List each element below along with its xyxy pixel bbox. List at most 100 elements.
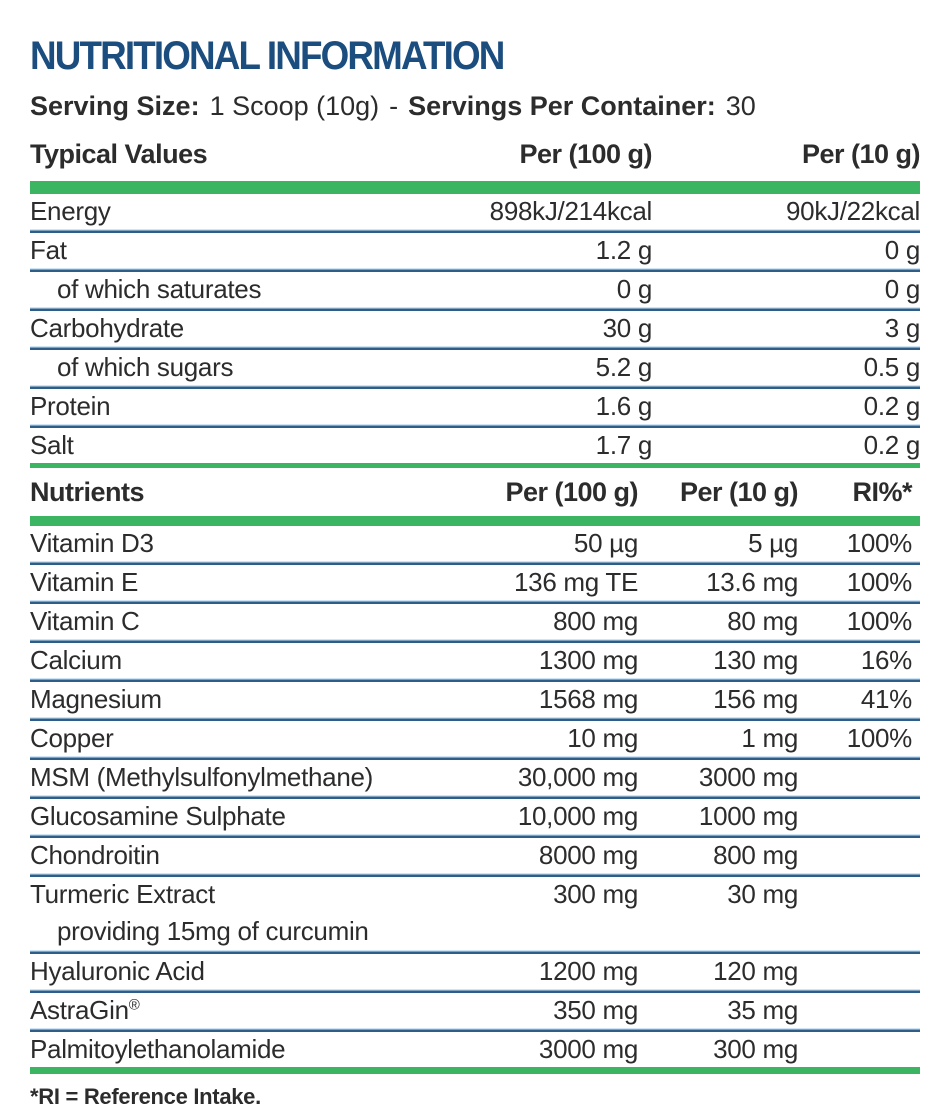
row-divider bbox=[30, 639, 920, 643]
row-divider bbox=[30, 346, 920, 350]
row-per100: 800 mg bbox=[553, 606, 638, 636]
row-per10: 130 mg bbox=[713, 645, 798, 675]
table-row-magnesium: Magnesium 1568 mg 156 mg 41% bbox=[30, 682, 920, 717]
table-row-astragin: AstraGin® 350 mg 35 mg bbox=[30, 993, 920, 1028]
row-divider bbox=[30, 795, 920, 799]
table-row-energy: Energy 898kJ/214kcal 90kJ/22kcal bbox=[30, 194, 920, 229]
row-per100: 10 mg bbox=[567, 723, 638, 753]
row-label: AstraGin® bbox=[30, 995, 140, 1025]
row-divider bbox=[30, 873, 920, 877]
row-per100: 1.7 g bbox=[595, 430, 653, 460]
row-ri: 100% bbox=[846, 528, 913, 558]
row-per10: 3 g bbox=[884, 313, 921, 343]
row-divider bbox=[30, 717, 920, 721]
row-label: Salt bbox=[30, 430, 74, 460]
row-divider bbox=[30, 424, 920, 428]
row-label: Glucosamine Sulphate bbox=[30, 801, 286, 831]
row-per100: 50 µg bbox=[573, 528, 638, 558]
row-label: Carbohydrate bbox=[30, 313, 184, 343]
table-row-salt: Salt 1.7 g 0.2 g bbox=[30, 428, 920, 463]
green-divider-bar bbox=[30, 516, 920, 526]
row-label: Copper bbox=[30, 723, 114, 753]
row-per100: 1568 mg bbox=[538, 684, 638, 714]
typical-values-header-row: Typical Values Per (100 g) Per (10 g) bbox=[30, 137, 921, 171]
nutrients-header-row: Nutrients Per (100 g) Per (10 g) RI%* bbox=[30, 468, 920, 516]
row-divider bbox=[30, 1028, 920, 1032]
per-10g-header: Per (10 g) bbox=[679, 476, 799, 507]
table-subrow-curcumin: providing 15mg of curcumin bbox=[30, 912, 920, 950]
row-per100: 136 mg TE bbox=[514, 567, 638, 597]
row-per100: 350 mg bbox=[553, 995, 638, 1025]
row-ri: 16% bbox=[860, 645, 912, 675]
row-label: Magnesium bbox=[30, 684, 162, 714]
row-per10: 80 mg bbox=[727, 606, 798, 636]
row-label: Palmitoylethanolamide bbox=[30, 1034, 286, 1064]
row-per100: 10,000 mg bbox=[517, 801, 638, 831]
row-label: Turmeric Extract bbox=[30, 879, 215, 909]
row-per10: 1000 mg bbox=[698, 801, 798, 831]
row-per10: 3000 mg bbox=[698, 762, 798, 792]
row-per100: 300 mg bbox=[553, 879, 638, 909]
row-per10: 5 µg bbox=[748, 528, 798, 558]
servings-per-container-label: Servings Per Container: bbox=[408, 91, 716, 121]
table-row-glucosamine: Glucosamine Sulphate 10,000 mg 1000 mg bbox=[30, 799, 920, 834]
table-row-msm: MSM (Methylsulfonylmethane) 30,000 mg 30… bbox=[30, 760, 920, 795]
row-per100: 5.2 g bbox=[595, 352, 653, 382]
row-divider bbox=[30, 756, 920, 760]
row-label: MSM (Methylsulfonylmethane) bbox=[30, 762, 374, 792]
page-title: NUTRITIONAL INFORMATION bbox=[30, 34, 505, 78]
table-row-sugars: of which sugars 5.2 g 0.5 g bbox=[30, 350, 920, 385]
row-divider bbox=[30, 600, 920, 604]
row-divider bbox=[30, 229, 920, 233]
row-per100: 8000 mg bbox=[538, 840, 638, 870]
row-label: Energy bbox=[30, 196, 111, 226]
table-row-saturates: of which saturates 0 g 0 g bbox=[30, 272, 920, 307]
table-row-vitamin-c: Vitamin C 800 mg 80 mg 100% bbox=[30, 604, 920, 639]
row-label: Hyaluronic Acid bbox=[30, 956, 205, 986]
row-per10: 90kJ/22kcal bbox=[786, 196, 920, 226]
per-10g-header: Per (10 g) bbox=[801, 138, 921, 169]
row-label: Vitamin E bbox=[30, 567, 139, 597]
row-per10: 120 mg bbox=[713, 956, 798, 986]
row-label: Vitamin C bbox=[30, 606, 140, 636]
row-ri: 41% bbox=[860, 684, 912, 714]
row-ri: 100% bbox=[846, 606, 913, 636]
row-per100: 30,000 mg bbox=[517, 762, 638, 792]
green-divider-bar bbox=[30, 181, 920, 194]
table-row-palmitoylethanolamide: Palmitoylethanolamide 3000 mg 300 mg bbox=[30, 1032, 920, 1067]
row-per10: 156 mg bbox=[713, 684, 798, 714]
table-row-chondroitin: Chondroitin 8000 mg 800 mg bbox=[30, 838, 920, 873]
row-label: of which sugars bbox=[57, 352, 234, 382]
row-per10: 0 g bbox=[884, 274, 921, 304]
row-label: Fat bbox=[30, 235, 67, 265]
row-per100: 1.6 g bbox=[595, 391, 653, 421]
table-row-hyaluronic-acid: Hyaluronic Acid 1200 mg 120 mg bbox=[30, 954, 920, 989]
row-label: Vitamin D3 bbox=[30, 528, 154, 558]
row-divider bbox=[30, 834, 920, 838]
table-row-copper: Copper 10 mg 1 mg 100% bbox=[30, 721, 920, 756]
subrow-label: providing 15mg of curcumin bbox=[57, 915, 369, 946]
row-per100: 1300 mg bbox=[538, 645, 638, 675]
table-row-vitamin-e: Vitamin E 136 mg TE 13.6 mg 100% bbox=[30, 565, 920, 600]
row-divider bbox=[30, 307, 920, 311]
table-row-calcium: Calcium 1300 mg 130 mg 16% bbox=[30, 643, 920, 678]
row-ri: 100% bbox=[846, 567, 913, 597]
row-per10: 0.2 g bbox=[863, 391, 921, 421]
row-per10: 30 mg bbox=[727, 879, 798, 909]
row-divider bbox=[30, 561, 920, 565]
row-ri: 100% bbox=[846, 723, 913, 753]
serving-size-value: 1 Scoop (10g) bbox=[209, 91, 380, 121]
row-per10: 1 mg bbox=[741, 723, 798, 753]
servings-per-container-value: 30 bbox=[725, 91, 756, 121]
registered-trademark-symbol: ® bbox=[128, 996, 140, 1014]
row-divider bbox=[30, 385, 920, 389]
row-per10: 300 mg bbox=[713, 1034, 798, 1064]
row-divider bbox=[30, 268, 920, 272]
table-row-turmeric: Turmeric Extract 300 mg 30 mg bbox=[30, 877, 920, 912]
row-per10: 0.5 g bbox=[863, 352, 921, 382]
serving-info: Serving Size: 1 Scoop (10g) - Servings Per … bbox=[30, 91, 920, 121]
row-divider bbox=[30, 989, 920, 993]
row-divider bbox=[30, 950, 920, 954]
table-row-fat: Fat 1.2 g 0 g bbox=[30, 233, 920, 268]
row-label: Calcium bbox=[30, 645, 122, 675]
